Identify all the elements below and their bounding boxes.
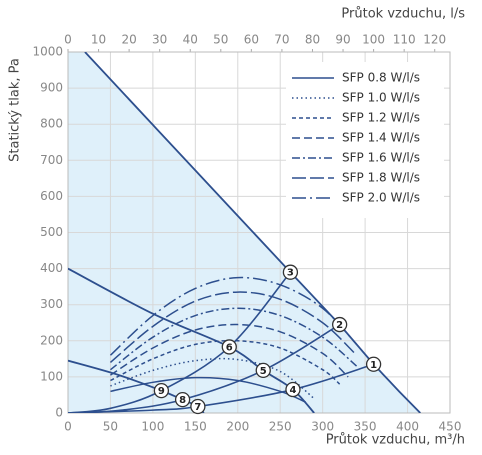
x2-tick-label: 100	[362, 33, 385, 47]
legend-label: SFP 1.4 W/l/s	[342, 131, 420, 145]
y-tick-label: 900	[40, 81, 63, 95]
y-tick-label: 600	[40, 189, 63, 203]
x-tick-label: 250	[269, 420, 292, 434]
operating-point	[174, 391, 191, 408]
x-tick-label: 0	[64, 420, 72, 434]
legend-label: SFP 1.0 W/l/s	[342, 91, 420, 105]
x2-tick-label: 80	[305, 33, 320, 47]
y-tick-label: 0	[55, 406, 63, 420]
x2-axis-title: Průtok vzduchu, l/s	[341, 7, 465, 22]
x2-tick-label: 50	[213, 33, 228, 47]
operating-point-label: 2	[336, 320, 343, 331]
y-tick-label: 500	[40, 225, 63, 239]
operating-point-label: 6	[226, 342, 233, 353]
sfp-curve	[109, 307, 358, 371]
operating-point-label: 4	[289, 385, 296, 396]
x2-tick-label: 70	[274, 33, 289, 47]
x2-tick-label: 60	[244, 33, 259, 47]
sfp-curve	[110, 323, 349, 378]
legend-label: SFP 1.6 W/l/s	[342, 151, 420, 165]
x-tick-label: 200	[226, 420, 249, 434]
x2-tick-label: 90	[335, 33, 350, 47]
y-tick-label: 700	[40, 153, 63, 167]
x2-tick-label: 0	[64, 33, 72, 47]
legend-box	[286, 62, 444, 218]
y-tick-label: 100	[40, 369, 63, 383]
x2-tick-label: 110	[393, 33, 416, 47]
legend-label: SFP 2.0 W/l/s	[342, 191, 420, 205]
sfp-curve	[109, 291, 358, 364]
x2-tick-label: 20	[121, 33, 136, 47]
y-tick-label: 1000	[32, 45, 63, 59]
operating-point	[365, 356, 382, 372]
x2-tick-label: 120	[423, 33, 446, 47]
x-axis-title: Průtok vzduchu, m³/h	[326, 433, 465, 448]
legend-label: SFP 1.8 W/l/s	[342, 171, 420, 185]
sfp-curve	[110, 357, 315, 400]
y-tick-label: 800	[40, 117, 63, 131]
operating-point	[285, 381, 301, 398]
operating-point	[255, 362, 271, 379]
x-tick-label: 150	[184, 420, 207, 434]
legend-label: SFP 0.8 W/l/s	[342, 71, 420, 85]
sfp-curve	[109, 276, 358, 356]
legend-label: SFP 1.2 W/l/s	[342, 111, 420, 125]
operating-point-label: 9	[158, 386, 165, 397]
operating-point	[331, 316, 348, 333]
x2-tick-label: 10	[91, 33, 106, 47]
y-tick-label: 400	[40, 261, 63, 275]
x-tick-label: 400	[396, 420, 419, 434]
operating-point-label: 5	[260, 366, 267, 377]
operating-point-label: 8	[179, 395, 186, 406]
operating-point	[282, 264, 299, 280]
operating-point	[190, 398, 206, 415]
x-tick-label: 300	[311, 420, 334, 434]
x-tick-label: 450	[439, 420, 462, 434]
operating-point-label: 3	[287, 268, 294, 279]
y-tick-label: 200	[40, 333, 63, 347]
x2-tick-label: 40	[183, 33, 198, 47]
y-axis-title: Statický tlak, Pa	[8, 58, 23, 162]
x2-tick-label: 30	[152, 33, 167, 47]
operating-point	[221, 339, 237, 355]
operating-point	[153, 382, 170, 399]
plot-frame	[67, 51, 451, 414]
x-tick-label: 350	[354, 420, 377, 434]
operating-point-label: 1	[370, 360, 377, 371]
sfp-curve	[110, 339, 341, 385]
y-tick-label: 300	[40, 297, 63, 311]
x-tick-label: 100	[141, 420, 164, 434]
x-tick-label: 50	[103, 420, 118, 434]
operating-point-label: 7	[194, 402, 201, 413]
